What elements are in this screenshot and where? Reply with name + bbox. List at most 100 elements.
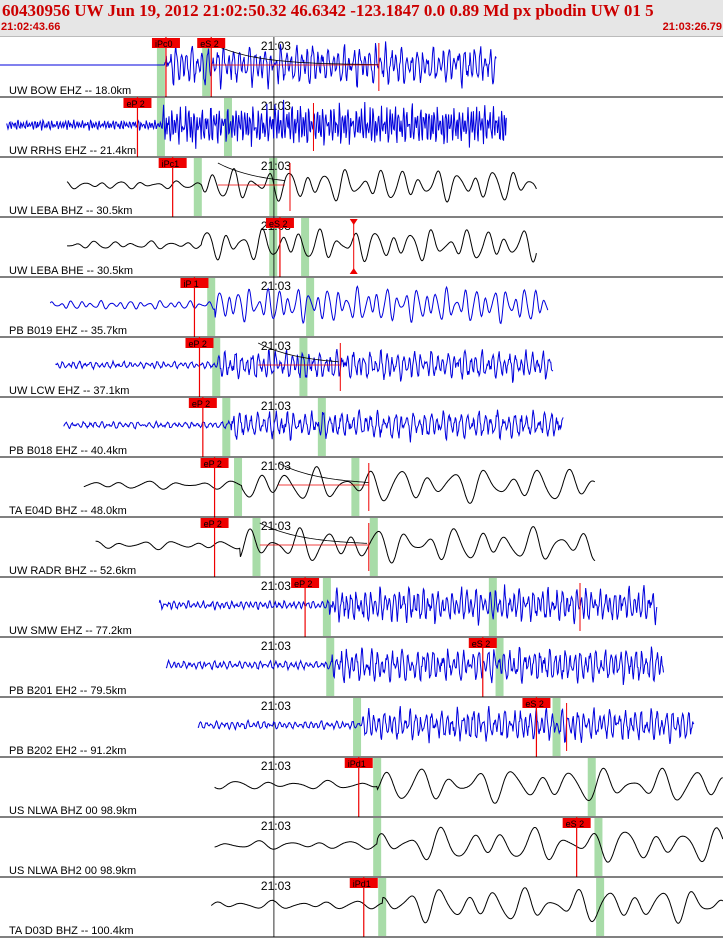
station-label: PB B202 EH2 -- 91.2km [9, 745, 126, 757]
trace-row[interactable]: 21:03 eP 2 TA E04D BHZ -- 48.0km [0, 457, 723, 518]
waveform-trace [165, 646, 664, 686]
phase-window [156, 38, 165, 96]
phase-window [488, 578, 497, 636]
pick-label: eS 2 [269, 219, 288, 229]
pick-label: iPd1 [348, 759, 366, 769]
minute-label: 21:03 [261, 579, 291, 593]
waveform-trace [214, 767, 723, 804]
minute-label: 21:03 [261, 519, 291, 533]
station-label: TA E04D BHZ -- 48.0km [9, 505, 127, 517]
trace-row[interactable]: 21:03 iPd1 TA D03D BHZ -- 100.4km [0, 877, 723, 938]
station-label: UW BOW EHZ -- 18.0km [9, 85, 131, 97]
waveform-trace [63, 409, 564, 443]
triangle-marker [349, 268, 358, 274]
station-label: US NLWA BHZ 00 98.9km [9, 805, 137, 817]
coda-curve [278, 462, 369, 483]
pick-flag[interactable] [185, 338, 214, 348]
minute-label: 21:03 [261, 159, 291, 173]
pick-flag[interactable] [562, 818, 591, 828]
minute-label: 21:03 [261, 279, 291, 293]
trace-row[interactable]: 21:03 iPc0 eS 2 UW BOW EHZ -- 18.0km [0, 37, 723, 98]
coda-curve [259, 522, 368, 544]
coda-curve [217, 162, 286, 181]
phase-window [369, 518, 378, 576]
pick-flag[interactable] [180, 278, 209, 288]
phase-window [223, 98, 232, 156]
pick-label: eS 2 [525, 699, 544, 709]
phase-window [156, 98, 165, 156]
pick-flag[interactable] [123, 98, 152, 108]
waveform-trace [197, 705, 695, 744]
pick-flag[interactable] [200, 518, 229, 528]
minute-label: 21:03 [261, 399, 291, 413]
event-header: 60430956 UW Jun 19, 2012 21:02:50.32 46.… [0, 0, 723, 37]
trace-row[interactable]: 21:03 eP 2 UW RADR BHZ -- 52.6km [0, 517, 723, 578]
phase-window [594, 818, 603, 876]
coda-curve [211, 42, 379, 65]
phase-window [326, 638, 335, 696]
pick-flag[interactable] [200, 458, 229, 468]
pick-label: iPc1 [162, 159, 180, 169]
pick-flag[interactable] [468, 638, 497, 648]
station-label: UW RADR BHZ -- 52.6km [9, 565, 136, 577]
trace-row[interactable]: 21:03 eS 2 PB B201 EH2 -- 79.5km [0, 637, 723, 698]
minute-label: 21:03 [261, 759, 291, 773]
pick-flag[interactable] [158, 158, 187, 168]
phase-window [587, 758, 596, 816]
pick-flag[interactable] [344, 758, 373, 768]
station-label: PB B019 EHZ -- 35.7km [9, 325, 127, 337]
waveform-trace [67, 227, 537, 263]
phase-window [193, 158, 202, 216]
phase-window [222, 398, 231, 456]
phase-window [378, 878, 387, 936]
phase-window [322, 578, 331, 636]
phase-window [299, 338, 308, 396]
waveform-trace [210, 887, 723, 924]
trace-row[interactable]: 21:03 eP 2 UW SMW EHZ -- 77.2km [0, 577, 723, 638]
station-label: UW RRHS EHZ -- 21.4km [9, 145, 136, 157]
trace-row[interactable]: 21:03 eP 2 UW LCW EHZ -- 37.1km [0, 337, 723, 398]
waveform-trace [6, 99, 507, 149]
pick-flag[interactable] [151, 38, 180, 48]
trace-row[interactable]: 21:03 eP 2 PB B018 EHZ -- 40.4km [0, 397, 723, 458]
pick-flag[interactable] [188, 398, 217, 408]
event-title: 60430956 UW Jun 19, 2012 21:02:50.32 46.… [2, 1, 654, 20]
waveform-trace [214, 826, 723, 863]
trace-row[interactable]: 21:03 iPc1 UW LEBA BHZ -- 30.5km [0, 157, 723, 218]
pick-label: eS 2 [472, 639, 491, 649]
trace-row[interactable]: 21:03 eS 2 PB B202 EH2 -- 91.2km [0, 697, 723, 758]
waveform-trace [55, 348, 554, 383]
pick-flag[interactable] [197, 38, 226, 48]
phase-window [552, 698, 561, 756]
trace-row[interactable]: 21:03 iP 1 PB B019 EHZ -- 35.7km [0, 277, 723, 338]
minute-label: 21:03 [261, 699, 291, 713]
waveform-trace [158, 584, 658, 626]
pick-flag[interactable] [265, 218, 294, 228]
pick-flag[interactable] [291, 578, 320, 588]
trace-row[interactable]: 21:03 eP 2 UW RRHS EHZ -- 21.4km [0, 97, 723, 158]
phase-window [306, 278, 315, 336]
station-label: UW LCW EHZ -- 37.1km [9, 385, 129, 397]
waveform-trace [66, 168, 537, 203]
pick-label: eP 2 [204, 519, 222, 529]
trace-row[interactable]: 21:03 iPd1 US NLWA BHZ 00 98.9km [0, 757, 723, 818]
pick-label: iPc0 [155, 39, 173, 49]
phase-window [351, 458, 360, 516]
minute-label: 21:03 [261, 879, 291, 893]
minute-label: 21:03 [261, 39, 291, 53]
pick-flag[interactable] [349, 878, 378, 888]
start-time: 21:02:43.66 [1, 21, 61, 33]
minute-label: 21:03 [261, 339, 291, 353]
minute-label: 21:03 [261, 99, 291, 113]
pick-label: eP 2 [204, 459, 222, 469]
minute-label: 21:03 [261, 819, 291, 833]
pick-flag[interactable] [522, 698, 551, 708]
trace-row[interactable]: 21:03 eS 2 US NLWA BH2 00 98.9km [0, 817, 723, 878]
station-label: UW LEBA BHE -- 30.5km [9, 265, 133, 277]
station-label: PB B201 EH2 -- 79.5km [9, 685, 126, 697]
coda-curve [258, 342, 339, 363]
minute-label: 21:03 [261, 459, 291, 473]
phase-window [495, 638, 504, 696]
